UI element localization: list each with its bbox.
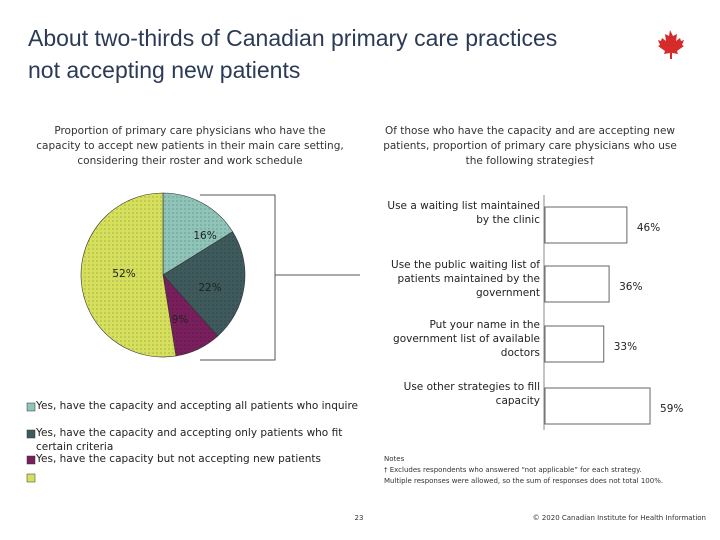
legend-label: Yes, have the capacity and accepting all… — [36, 400, 358, 412]
title-box: About two-thirds of Canadian primary car… — [28, 25, 558, 83]
bar-subtitle: Of those who have the capacity and are a… — [383, 125, 677, 167]
bar-category-label: Use the public waiting list of patients … — [391, 259, 540, 299]
slide-title: About two-thirds of Canadian primary car… — [28, 25, 558, 83]
bar-category-label: Use a waiting list maintained by the cli… — [387, 200, 540, 226]
legend-label-box: Yes, have the capacity and accepting all… — [36, 400, 358, 412]
legend-label: Yes, have the capacity but not accepting… — [36, 453, 321, 465]
bar-value-label: 59% — [660, 403, 683, 415]
legend-label: Yes, have the capacity and accepting onl… — [36, 427, 343, 453]
slice-label: 52% — [112, 268, 135, 280]
copyright: © 2020 Canadian Institute for Health Inf… — [533, 514, 706, 522]
legend-label-box: Yes, have the capacity and accepting onl… — [36, 427, 343, 453]
bar — [544, 387, 651, 425]
bar-category-label-box: Put your name in the government list of … — [393, 319, 540, 359]
page-number: 23 — [355, 514, 364, 522]
bar-value-label: 46% — [637, 222, 660, 234]
note: Multiple responses were allowed, so the … — [384, 477, 663, 485]
bar-category-label-box: Use the public waiting list of patients … — [391, 259, 540, 299]
pie-subtitle: Proportion of primary care physicians wh… — [36, 125, 344, 167]
bar-category-label-box: Use other strategies to fill capacity — [403, 381, 540, 407]
slice-texture — [81, 193, 176, 357]
logo — [658, 30, 684, 59]
bar — [544, 206, 628, 244]
subtitle-box: Proportion of primary care physicians wh… — [36, 125, 344, 167]
legend-swatch — [26, 473, 36, 483]
note: Notes — [384, 455, 405, 463]
bar-value-label: 36% — [619, 281, 642, 293]
bar-value-label: 33% — [614, 341, 637, 353]
slice-texture — [163, 193, 233, 275]
slice-label: 9% — [172, 314, 189, 326]
connector — [200, 194, 276, 361]
slice-label: 16% — [193, 230, 216, 242]
legend-swatch — [26, 402, 36, 412]
slice-texture — [163, 231, 245, 337]
bar — [544, 265, 610, 303]
legend-swatch — [26, 429, 36, 439]
bar-category-label: Put your name in the government list of … — [393, 319, 540, 359]
bar — [544, 325, 605, 363]
slice-label: 22% — [198, 282, 221, 294]
note: † Excludes respondents who answered “not… — [384, 466, 642, 474]
subtitle-box: Of those who have the capacity and are a… — [383, 125, 677, 167]
legend-label-box: Yes, have the capacity but not accepting… — [36, 453, 321, 465]
bar-category-label-box: Use a waiting list maintained by the cli… — [387, 200, 540, 226]
legend-swatch — [26, 455, 36, 465]
slice-texture — [163, 275, 218, 356]
bar-category-label: Use other strategies to fill capacity — [403, 381, 540, 407]
